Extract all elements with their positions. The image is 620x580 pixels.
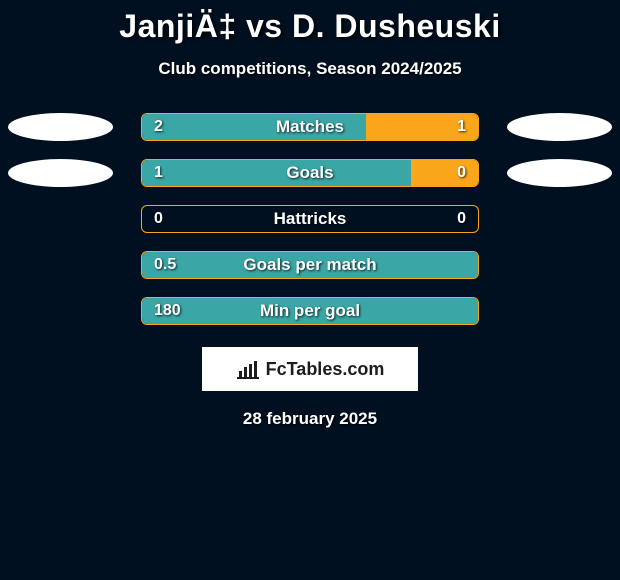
bar-track: 0.5 Goals per match	[141, 251, 479, 279]
stat-left-value: 0	[154, 206, 163, 232]
bar-left-fill	[142, 114, 366, 140]
footer-date: 28 february 2025	[0, 409, 620, 429]
bar-right-fill	[411, 160, 478, 186]
stat-row: 1 Goals 0	[8, 159, 612, 187]
brand-text: FcTables.com	[266, 359, 385, 380]
brand-badge: FcTables.com	[202, 347, 418, 391]
bar-right-fill	[366, 114, 478, 140]
page-title: JanjiÄ‡ vs D. Dusheuski	[0, 0, 620, 45]
bar-track: 1 Goals 0	[141, 159, 479, 187]
stat-label: Hattricks	[142, 206, 478, 232]
bar-track: 2 Matches 1	[141, 113, 479, 141]
stat-row: 180 Min per goal	[8, 297, 612, 325]
player-avatar-right	[507, 159, 612, 187]
bar-track: 0 Hattricks 0	[141, 205, 479, 233]
player-avatar-left	[8, 113, 113, 141]
stat-row: 0.5 Goals per match	[8, 251, 612, 279]
stat-row: 2 Matches 1	[8, 113, 612, 141]
bar-chart-icon	[236, 359, 260, 379]
bar-left-fill	[142, 298, 478, 324]
stat-row: 0 Hattricks 0	[8, 205, 612, 233]
bar-left-fill	[142, 252, 478, 278]
stat-right-value: 0	[457, 206, 466, 232]
player-avatar-right	[507, 113, 612, 141]
stats-chart: 2 Matches 1 1 Goals 0 0 Hattricks 0	[0, 113, 620, 325]
subtitle: Club competitions, Season 2024/2025	[0, 59, 620, 79]
player-avatar-left	[8, 159, 113, 187]
bar-track: 180 Min per goal	[141, 297, 479, 325]
bar-left-fill	[142, 160, 411, 186]
